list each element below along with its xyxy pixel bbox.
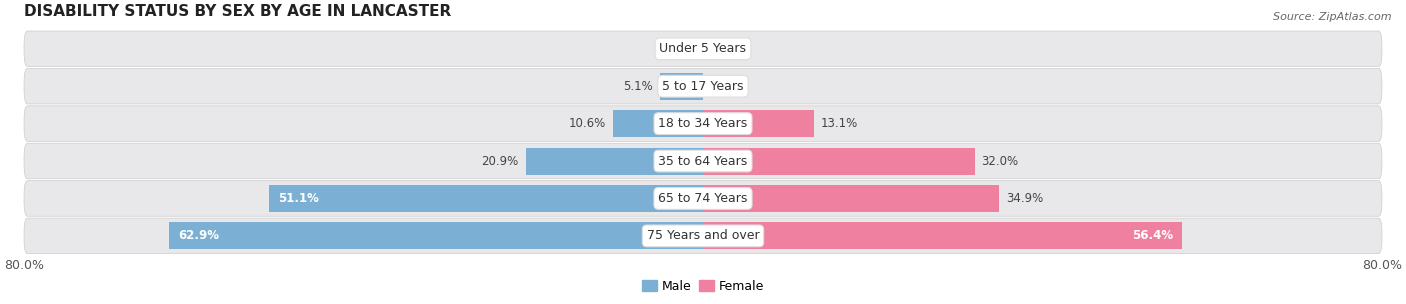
Bar	[526, 147, 703, 174]
Text: 35 to 64 Years: 35 to 64 Years	[658, 154, 748, 168]
Text: 18 to 34 Years: 18 to 34 Years	[658, 117, 748, 130]
Text: 51.1%: 51.1%	[278, 192, 319, 205]
Bar	[659, 73, 703, 100]
Text: 0.0%: 0.0%	[661, 42, 690, 55]
Text: 20.9%: 20.9%	[482, 154, 519, 168]
Text: 5.1%: 5.1%	[623, 80, 652, 93]
Bar	[703, 147, 974, 174]
FancyBboxPatch shape	[24, 31, 1382, 67]
Text: 10.6%: 10.6%	[569, 117, 606, 130]
FancyBboxPatch shape	[24, 106, 1382, 141]
Text: 5 to 17 Years: 5 to 17 Years	[662, 80, 744, 93]
Legend: Male, Female: Male, Female	[637, 275, 769, 298]
FancyBboxPatch shape	[24, 143, 1382, 179]
Text: 56.4%: 56.4%	[1132, 230, 1173, 242]
Text: 34.9%: 34.9%	[1005, 192, 1043, 205]
Bar	[703, 223, 1181, 249]
FancyBboxPatch shape	[24, 181, 1382, 216]
Text: 0.0%: 0.0%	[716, 42, 745, 55]
Text: 62.9%: 62.9%	[177, 230, 219, 242]
Bar	[703, 185, 1000, 212]
Text: Source: ZipAtlas.com: Source: ZipAtlas.com	[1274, 12, 1392, 22]
Text: 75 Years and over: 75 Years and over	[647, 230, 759, 242]
Text: 32.0%: 32.0%	[981, 154, 1018, 168]
Bar	[270, 185, 703, 212]
Text: 13.1%: 13.1%	[821, 117, 858, 130]
Bar	[613, 110, 703, 137]
Text: 65 to 74 Years: 65 to 74 Years	[658, 192, 748, 205]
Bar	[169, 223, 703, 249]
FancyBboxPatch shape	[24, 68, 1382, 104]
Text: Under 5 Years: Under 5 Years	[659, 42, 747, 55]
Text: 0.0%: 0.0%	[716, 80, 745, 93]
Bar	[703, 110, 814, 137]
Text: DISABILITY STATUS BY SEX BY AGE IN LANCASTER: DISABILITY STATUS BY SEX BY AGE IN LANCA…	[24, 4, 451, 19]
FancyBboxPatch shape	[24, 218, 1382, 254]
